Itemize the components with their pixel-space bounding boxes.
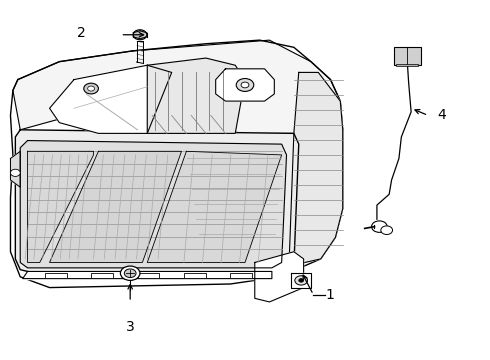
Polygon shape [292,273,311,288]
Text: 2: 2 [77,26,86,40]
Circle shape [84,83,98,94]
Polygon shape [49,65,172,134]
Polygon shape [289,72,343,266]
Bar [394,47,421,64]
Bar [138,273,159,278]
Text: 3: 3 [126,320,135,334]
Polygon shape [15,130,299,277]
Circle shape [299,279,304,282]
Circle shape [236,78,254,91]
Polygon shape [147,58,245,134]
Circle shape [88,86,95,91]
Polygon shape [216,69,274,101]
Circle shape [10,169,20,176]
Circle shape [241,82,249,88]
Circle shape [121,266,140,280]
Circle shape [381,226,392,234]
Circle shape [295,276,308,285]
Polygon shape [147,151,282,262]
Bar [396,64,418,66]
Text: 1: 1 [326,288,335,302]
Bar [230,273,252,278]
Polygon shape [23,271,272,279]
Polygon shape [49,151,181,262]
Polygon shape [10,40,343,288]
Bar [91,273,113,278]
Polygon shape [10,151,20,187]
Polygon shape [13,40,343,134]
Bar [45,273,67,278]
Circle shape [371,221,387,232]
Polygon shape [20,140,287,268]
Circle shape [124,269,136,278]
Bar [184,273,206,278]
Polygon shape [27,151,94,262]
Text: 4: 4 [437,108,446,122]
Circle shape [133,30,147,40]
Polygon shape [255,252,304,302]
